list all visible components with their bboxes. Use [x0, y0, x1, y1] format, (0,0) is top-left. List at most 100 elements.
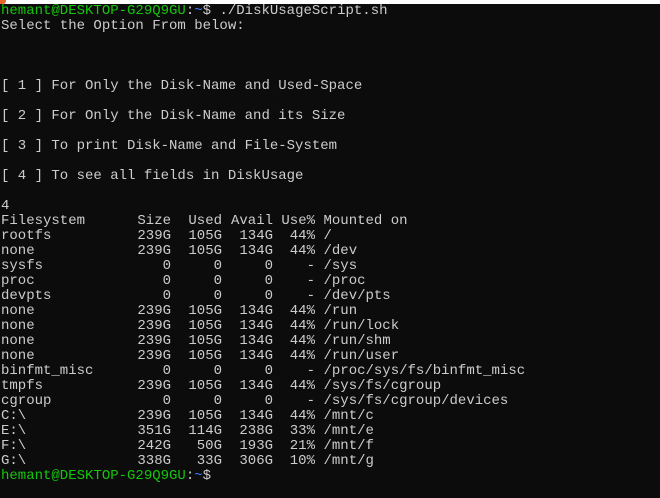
cell-used: 105G: [188, 378, 222, 394]
header-used: Used: [188, 213, 222, 229]
cell-avail: 134G: [239, 333, 273, 349]
table-row: binfmt_misc 0 0 0 -/proc/sys/fs/binfmt_misc: [1, 364, 660, 379]
header-avail: Avail: [230, 213, 273, 229]
cell-avail: 134G: [239, 318, 273, 334]
table-row: G:\ 338G 33G 306G 10% /mnt/g: [1, 454, 660, 469]
cell-size: 0: [162, 258, 171, 274]
cell-filesystem: E:\: [1, 423, 27, 439]
cell-used: 105G: [188, 348, 222, 364]
header-use-pct: Use%: [281, 213, 315, 229]
cell-size: 242G: [137, 438, 171, 454]
cell-size: 0: [162, 393, 171, 409]
cell-avail: 134G: [239, 378, 273, 394]
cell-use-pct: -: [306, 288, 315, 304]
cell-size: 0: [162, 288, 171, 304]
table-row: devpts 0 0 0 -/dev/pts: [1, 289, 660, 304]
cell-mounted-on: /sys/fs/cgroup/devices: [323, 393, 509, 409]
cell-filesystem: sysfs: [1, 258, 44, 274]
app-icon: [0, 0, 6, 4]
cell-use-pct: 44%: [289, 348, 315, 364]
cell-mounted-on: /run/lock: [323, 318, 400, 334]
cell-size: 0: [162, 363, 171, 379]
command-text: ./DiskUsageScript.sh: [211, 3, 388, 19]
cell-filesystem: C:\: [1, 408, 27, 424]
prompt-user-host: hemant@DESKTOP-G29Q9GU: [1, 468, 186, 484]
prompt-symbol: $: [202, 468, 212, 484]
prompt-user-host: hemant@DESKTOP-G29Q9GU: [1, 3, 186, 19]
cell-size: 239G: [137, 228, 171, 244]
table-row: tmpfs 239G 105G 134G 44% /sys/fs/cgroup: [1, 379, 660, 394]
cell-avail: 0: [264, 258, 273, 274]
intro-text: Select the Option From below:: [1, 18, 245, 34]
cell-mounted-on: /run/shm: [323, 333, 391, 349]
cell-size: 239G: [137, 348, 171, 364]
cell-use-pct: 44%: [289, 408, 315, 424]
cell-use-pct: -: [306, 258, 315, 274]
option-1: [ 1 ] For Only the Disk-Name and Used-Sp…: [1, 78, 363, 94]
cell-use-pct: 44%: [289, 303, 315, 319]
window-top-edge: [0, 0, 660, 4]
cell-avail: 0: [264, 273, 273, 289]
cell-size: 239G: [137, 333, 171, 349]
cell-use-pct: 44%: [289, 228, 315, 244]
cell-filesystem: cgroup: [1, 393, 52, 409]
table-row: rootfs 239G 105G 134G 44% /: [1, 229, 660, 244]
cell-avail: 134G: [239, 243, 273, 259]
cell-filesystem: rootfs: [1, 228, 52, 244]
cell-filesystem: devpts: [1, 288, 52, 304]
cell-filesystem: none: [1, 318, 35, 334]
cell-mounted-on: /mnt/e: [323, 423, 374, 439]
table-row: none 239G 105G 134G 44% /run/shm: [1, 334, 660, 349]
cell-filesystem: none: [1, 243, 35, 259]
cell-used: 33G: [196, 453, 222, 469]
cell-used: 0: [213, 363, 222, 379]
cell-avail: 0: [264, 363, 273, 379]
cell-avail: 193G: [239, 438, 273, 454]
cell-filesystem: proc: [1, 273, 35, 289]
cell-avail: 134G: [239, 348, 273, 364]
cell-use-pct: 44%: [289, 378, 315, 394]
cell-size: 239G: [137, 303, 171, 319]
cell-avail: 134G: [239, 303, 273, 319]
cell-use-pct: 44%: [289, 243, 315, 259]
df-header: Filesystem Size Used Avail Use% Mounted on: [1, 214, 660, 229]
df-rows: rootfs 239G 105G 134G 44% / none 239G 105G 134G 44…: [1, 229, 660, 469]
cell-filesystem: F:\: [1, 438, 27, 454]
cell-use-pct: -: [306, 363, 315, 379]
cell-mounted-on: /: [323, 228, 332, 244]
cell-size: 239G: [137, 378, 171, 394]
cell-used: 105G: [188, 228, 222, 244]
cell-use-pct: 33%: [289, 423, 315, 439]
cell-mounted-on: /sys: [323, 258, 358, 274]
table-row: none 239G 105G 134G 44% /run: [1, 304, 660, 319]
cell-use-pct: -: [306, 393, 315, 409]
prompt-sep: :: [185, 3, 195, 19]
cell-used: 0: [213, 393, 222, 409]
cell-size: 338G: [137, 453, 171, 469]
cell-filesystem: G:\: [1, 453, 27, 469]
cell-use-pct: 21%: [289, 438, 315, 454]
prompt-path: ~: [194, 468, 203, 484]
cell-mounted-on: /sys/fs/cgroup: [323, 378, 442, 394]
cell-use-pct: 10%: [289, 453, 315, 469]
cell-used: 105G: [188, 303, 222, 319]
cell-mounted-on: /dev: [323, 243, 358, 259]
table-row: sysfs 0 0 0 -/sys: [1, 259, 660, 274]
cell-filesystem: tmpfs: [1, 378, 44, 394]
cell-avail: 0: [264, 288, 273, 304]
prompt-path: ~: [194, 3, 203, 19]
cell-mounted-on: /run/user: [323, 348, 400, 364]
cell-used: 105G: [188, 408, 222, 424]
cell-size: 0: [162, 273, 171, 289]
cell-avail: 134G: [239, 408, 273, 424]
table-row: proc 0 0 0 -/proc: [1, 274, 660, 289]
table-row: E:\ 351G 114G 238G 33% /mnt/e: [1, 424, 660, 439]
cell-used: 0: [213, 288, 222, 304]
terminal[interactable]: hemant@DESKTOP-G29Q9GU:~$ ./DiskUsageScr…: [1, 4, 660, 484]
cell-size: 239G: [137, 318, 171, 334]
cell-used: 0: [213, 273, 222, 289]
table-row: F:\ 242G 50G 193G 21% /mnt/f: [1, 439, 660, 454]
header-filesystem: Filesystem: [1, 213, 86, 229]
cell-used: 105G: [188, 318, 222, 334]
table-row: none 239G 105G 134G 44% /run/lock: [1, 319, 660, 334]
